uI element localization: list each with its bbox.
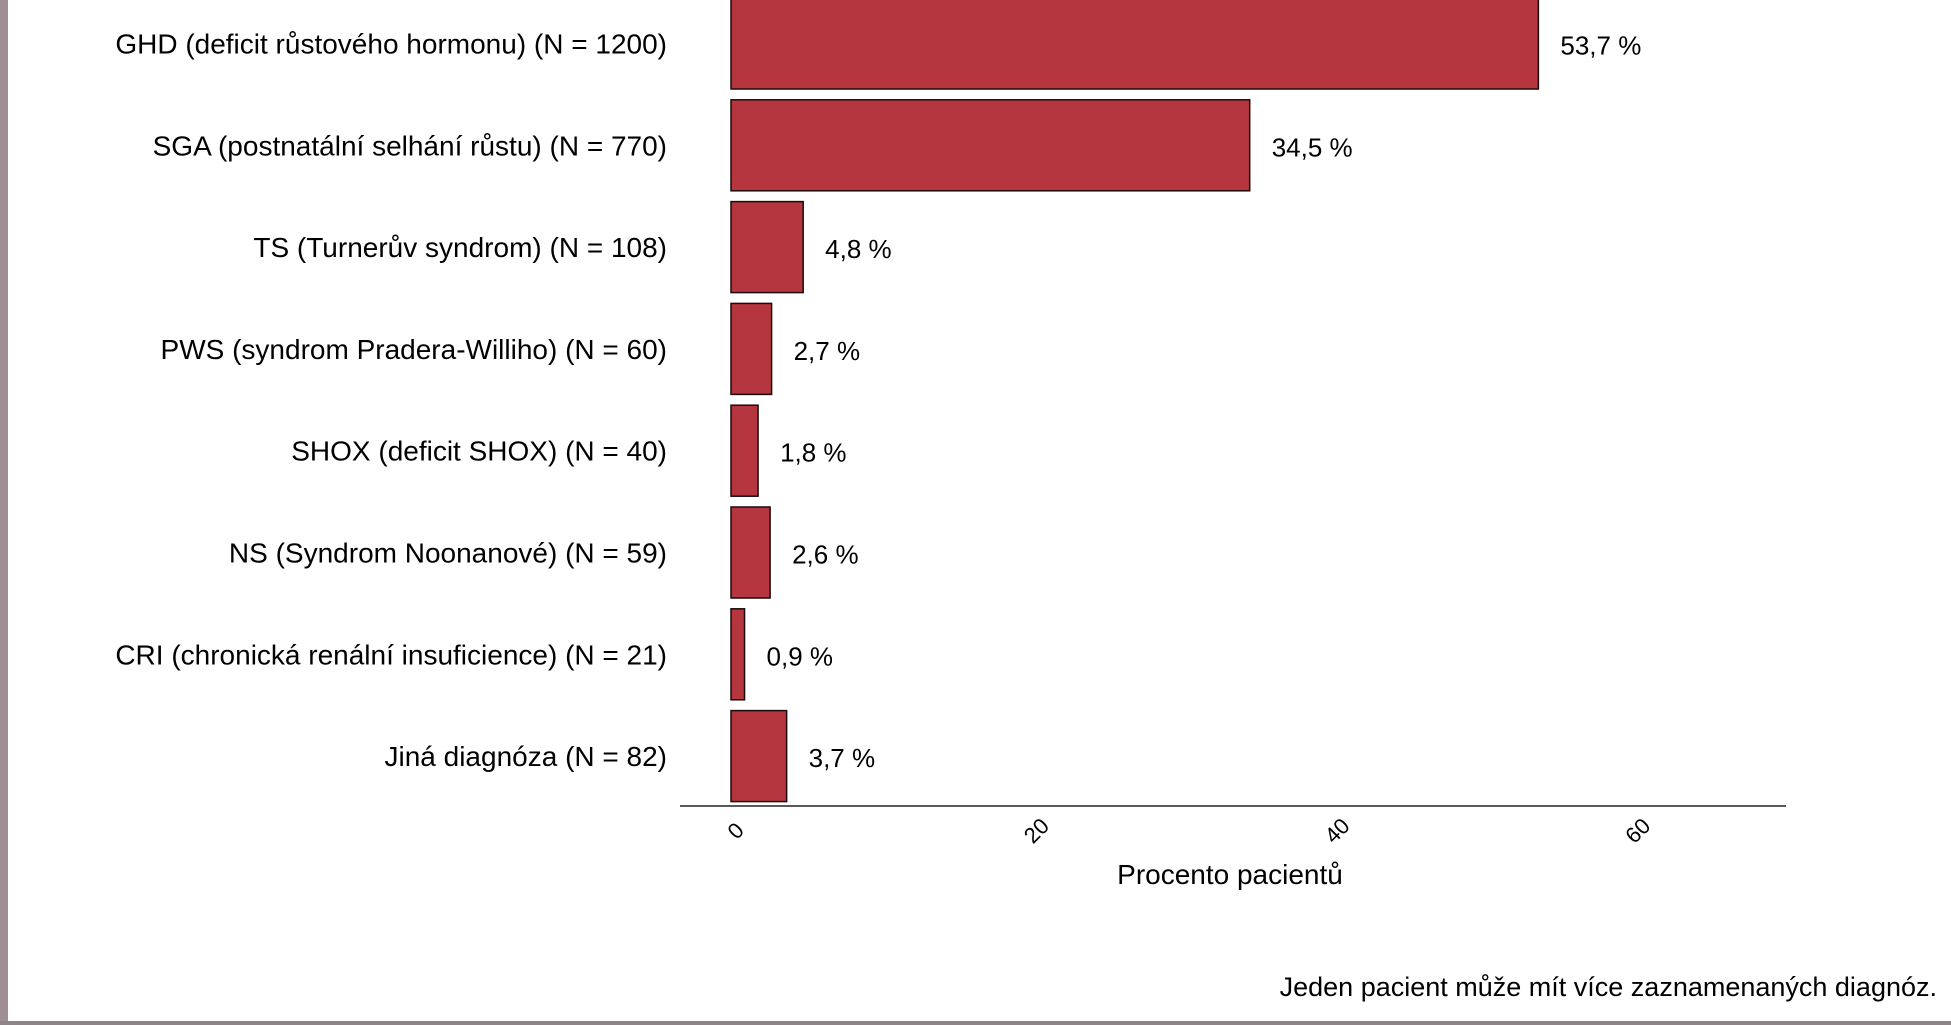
value-label-2: 4,8 % (825, 234, 892, 264)
category-label-0: GHD (deficit růstového hormonu) (N = 120… (115, 29, 667, 60)
x-tick-label-0: 0 (723, 818, 749, 844)
value-label-0: 53,7 % (1560, 31, 1641, 61)
bar-3 (730, 302, 773, 396)
category-label-6: CRI (chronická renální insuficience) (N … (115, 639, 667, 670)
footnote-text: Jeden pacient může mít více zaznamenanýc… (1279, 972, 1937, 1002)
value-labels-layer: 53,7 % 34,5 % 4,8 % 2,7 % 1,8 % 2,6 % 0,9 % 3,7… (767, 31, 1642, 774)
value-label-4: 1,8 % (780, 438, 847, 468)
bars-layer (730, 0, 1540, 803)
bar-5 (730, 506, 771, 599)
value-label-3: 2,7 % (794, 336, 861, 366)
category-label-3: PWS (syndrom Pradera-Williho) (N = 60) (161, 334, 667, 365)
category-label-2: TS (Turnerův syndrom) (N = 108) (253, 232, 667, 263)
bottom-edge-bar (0, 1021, 1951, 1025)
category-label-7: Jiná diagnóza (N = 82) (384, 741, 667, 772)
x-axis-title: Procento pacientů (1117, 859, 1343, 890)
left-edge-bar (0, 0, 8, 1025)
value-label-6: 0,9 % (767, 641, 834, 671)
x-tick-label-3: 60 (1620, 813, 1655, 848)
category-labels-layer: GHD (deficit růstového hormonu) (N = 120… (115, 29, 667, 773)
bar-1 (730, 99, 1251, 192)
value-label-7: 3,7 % (809, 743, 876, 773)
bar-7 (730, 709, 788, 803)
bar-0 (730, 0, 1540, 90)
x-tick-label-1: 20 (1019, 813, 1054, 848)
value-label-5: 2,6 % (792, 540, 859, 570)
x-tick-labels-layer: 0 20 40 60 (723, 813, 1656, 848)
category-label-4: SHOX (deficit SHOX) (N = 40) (291, 436, 667, 467)
bar-6 (730, 608, 746, 701)
category-label-5: NS (Syndrom Noonanové) (N = 59) (229, 538, 667, 569)
x-tick-label-2: 40 (1320, 813, 1355, 848)
category-label-1: SGA (postnatální selhání růstu) (N = 770… (153, 130, 667, 161)
bar-2 (730, 200, 804, 294)
value-label-1: 34,5 % (1272, 132, 1353, 162)
bar-4 (730, 404, 759, 497)
